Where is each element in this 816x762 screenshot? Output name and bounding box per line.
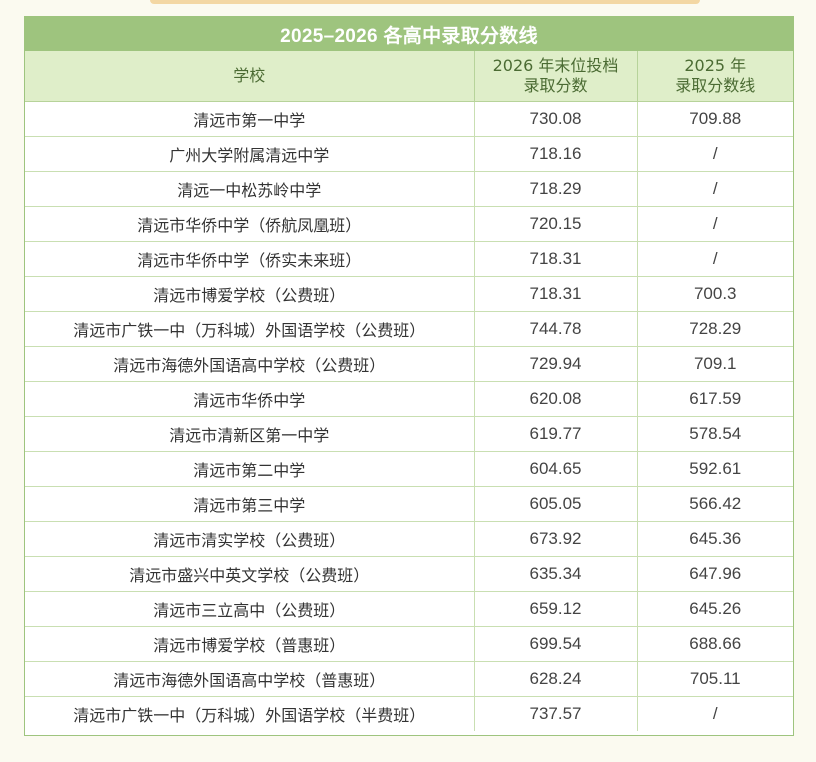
score-2026-cell: 729.94 <box>474 346 638 382</box>
score-2026-cell: 628.24 <box>474 661 638 697</box>
score-2026-cell: 718.31 <box>474 276 638 312</box>
score-2026-cell: 720.15 <box>474 206 638 242</box>
table-row: 清远市盛兴中英文学校（公费班） 635.34 647.96 <box>25 556 793 592</box>
score-2025-cell: / <box>637 206 793 242</box>
score-2025-cell: / <box>637 171 793 207</box>
score-2026-cell: 730.08 <box>474 101 638 137</box>
score-2026-cell: 635.34 <box>474 556 638 592</box>
school-cell: 清远市盛兴中英文学校（公费班） <box>25 556 475 592</box>
school-cell: 清远市广铁一中（万科城）外国语学校（公费班） <box>25 311 475 347</box>
score-2026-cell: 673.92 <box>474 521 638 557</box>
score-2026-cell: 619.77 <box>474 416 638 452</box>
top-decorative-tab <box>150 0 700 4</box>
score-2026-cell: 659.12 <box>474 591 638 627</box>
score-2025-cell: 617.59 <box>637 381 793 417</box>
table-header: 学校 2026 年末位投档 录取分数 2025 年 录取分数线 <box>25 51 793 102</box>
school-cell: 清远市华侨中学（侨航凤凰班） <box>25 206 475 242</box>
score-2026-cell: 718.29 <box>474 171 638 207</box>
score-2025-cell: 647.96 <box>637 556 793 592</box>
school-cell: 清远市海德外国语高中学校（公费班） <box>25 346 475 382</box>
header-school: 学校 <box>25 51 475 102</box>
table-row: 清远市三立高中（公费班） 659.12 645.26 <box>25 591 793 627</box>
header-score-2026: 2026 年末位投档 录取分数 <box>474 51 638 102</box>
score-2025-cell: 578.54 <box>637 416 793 452</box>
score-2025-cell: 645.26 <box>637 591 793 627</box>
school-cell: 清远市广铁一中（万科城）外国语学校（半费班） <box>25 696 475 731</box>
score-2026-cell: 620.08 <box>474 381 638 417</box>
score-2025-cell: 592.61 <box>637 451 793 487</box>
school-cell: 清远市第一中学 <box>25 101 475 137</box>
score-2026-cell: 737.57 <box>474 696 638 731</box>
score-table: 学校 2026 年末位投档 录取分数 2025 年 录取分数线 清远市第一中学 7… <box>25 51 793 731</box>
score-2026-cell: 604.65 <box>474 451 638 487</box>
table-row: 清远市华侨中学（侨航凤凰班） 720.15/ <box>25 206 793 242</box>
table-row: 清远市广铁一中（万科城）外国语学校（半费班） 737.57 / <box>25 696 793 731</box>
score-2025-cell: 700.3 <box>637 276 793 312</box>
school-cell: 清远市三立高中（公费班） <box>25 591 475 627</box>
table-row: 清远市博爱学校（普惠班） 699.54 688.66 <box>25 626 793 662</box>
table-row: 清远市第二中学 604.65 592.61 <box>25 451 793 487</box>
school-cell: 清远市第三中学 <box>25 486 475 522</box>
school-cell: 清远一中松苏岭中学 <box>25 171 475 207</box>
table-row: 清远市华侨中学（侨实未来班） 718.31/ <box>25 241 793 277</box>
score-2026-cell: 744.78 <box>474 311 638 347</box>
top-strip <box>0 0 816 14</box>
school-cell: 清远市清新区第一中学 <box>25 416 475 452</box>
header-score-2025-line2: 录取分数线 <box>675 76 756 95</box>
header-score-2026-line2: 录取分数 <box>523 76 588 95</box>
table-row: 清远市博爱学校（公费班） 718.31 700.3 <box>25 276 793 312</box>
score-2026-cell: 605.05 <box>474 486 638 522</box>
score-2025-cell: / <box>637 136 793 172</box>
school-cell: 清远市华侨中学（侨实未来班） <box>25 241 475 277</box>
table-row: 清远市广铁一中（万科城）外国语学校（公费班） 744.78 728.29 <box>25 311 793 347</box>
school-cell: 广州大学附属清远中学 <box>25 136 475 172</box>
score-2025-cell: 566.42 <box>637 486 793 522</box>
school-cell: 清远市华侨中学 <box>25 381 475 417</box>
header-score-2025: 2025 年 录取分数线 <box>637 51 793 102</box>
score-2025-cell: 705.11 <box>637 661 793 697</box>
table-title: 2025–2026 各高中录取分数线 <box>25 17 793 51</box>
school-cell: 清远市海德外国语高中学校（普惠班） <box>25 661 475 697</box>
school-cell: 清远市博爱学校（公费班） <box>25 276 475 312</box>
score-2025-cell: / <box>637 241 793 277</box>
table-row: 清远市清新区第一中学 619.77 578.54 <box>25 416 793 452</box>
header-score-2026-line1: 2026 年末位投档 <box>492 56 619 75</box>
header-score-2025-line1: 2025 年 <box>684 56 747 75</box>
table-row: 广州大学附属清远中学 718.16/ <box>25 136 793 172</box>
score-2025-cell: 645.36 <box>637 521 793 557</box>
header-school-label: 学校 <box>233 66 266 85</box>
table-row: 清远市第一中学 730.08 709.88 <box>25 101 793 137</box>
table-row: 清远市海德外国语高中学校（普惠班） 628.24 705.11 <box>25 661 793 697</box>
score-2026-cell: 718.16 <box>474 136 638 172</box>
header-row: 学校 2026 年末位投档 录取分数 2025 年 录取分数线 <box>25 51 793 102</box>
table-row: 清远市华侨中学 620.08 617.59 <box>25 381 793 417</box>
table-row: 清远一中松苏岭中学 718.29/ <box>25 171 793 207</box>
score-2025-cell: 728.29 <box>637 311 793 347</box>
school-cell: 清远市第二中学 <box>25 451 475 487</box>
table-row: 清远市海德外国语高中学校（公费班） 729.94 709.1 <box>25 346 793 382</box>
table-body: 清远市第一中学 730.08 709.88 广州大学附属清远中学 718.16/清远一中… <box>25 101 793 731</box>
school-cell: 清远市博爱学校（普惠班） <box>25 626 475 662</box>
score-2025-cell: 709.1 <box>637 346 793 382</box>
score-2026-cell: 699.54 <box>474 626 638 662</box>
school-cell: 清远市清实学校（公费班） <box>25 521 475 557</box>
table-row: 清远市清实学校（公费班） 673.92 645.36 <box>25 521 793 557</box>
score-2025-cell: / <box>712 704 718 723</box>
score-2026-cell: 718.31 <box>474 241 638 277</box>
score-2025-cell: 688.66 <box>637 626 793 662</box>
score-2025-cell: 709.88 <box>637 101 793 137</box>
score-table-card: 2025–2026 各高中录取分数线 学校 2026 年末位投档 录取分数 20… <box>24 16 794 736</box>
table-row: 清远市第三中学 605.05 566.42 <box>25 486 793 522</box>
